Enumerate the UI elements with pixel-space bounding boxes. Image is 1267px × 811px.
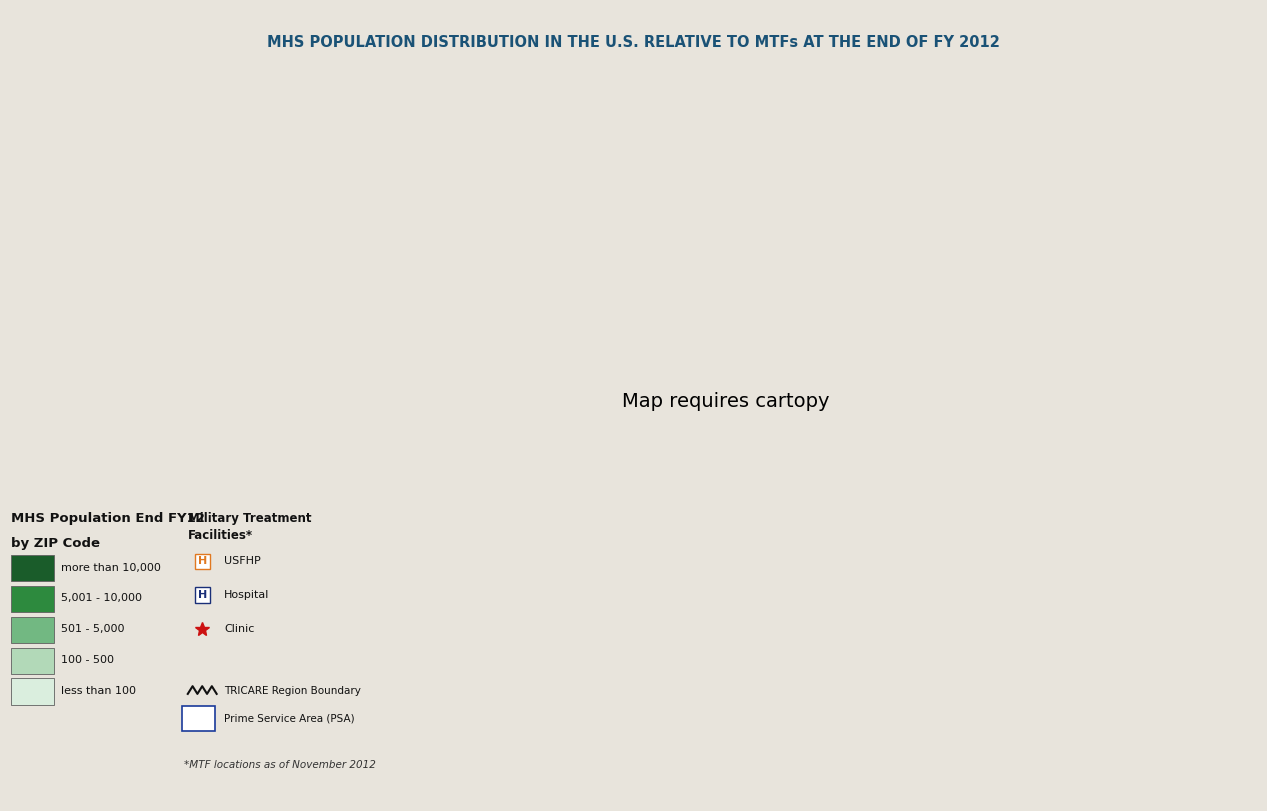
Text: less than 100: less than 100: [61, 686, 137, 696]
Text: Map requires cartopy: Map requires cartopy: [622, 392, 829, 411]
Text: more than 10,000: more than 10,000: [61, 563, 161, 573]
FancyBboxPatch shape: [11, 586, 54, 612]
Text: Clinic: Clinic: [224, 624, 255, 634]
FancyBboxPatch shape: [11, 617, 54, 643]
Text: MHS Population End FY12: MHS Population End FY12: [11, 512, 205, 525]
Text: H: H: [198, 590, 207, 600]
Text: H: H: [198, 556, 207, 566]
Text: 100 - 500: 100 - 500: [61, 655, 114, 665]
Text: by ZIP Code: by ZIP Code: [11, 537, 100, 550]
FancyBboxPatch shape: [11, 556, 54, 581]
FancyBboxPatch shape: [182, 706, 215, 731]
Text: 5,001 - 10,000: 5,001 - 10,000: [61, 594, 142, 603]
Text: Hospital: Hospital: [224, 590, 270, 600]
Text: Military Treatment
Facilities*: Military Treatment Facilities*: [188, 512, 312, 542]
FancyBboxPatch shape: [11, 679, 54, 705]
Text: MHS POPULATION DISTRIBUTION IN THE U.S. RELATIVE TO MTFs AT THE END OF FY 2012: MHS POPULATION DISTRIBUTION IN THE U.S. …: [267, 35, 1000, 49]
Text: 501 - 5,000: 501 - 5,000: [61, 624, 125, 634]
Text: *MTF locations as of November 2012: *MTF locations as of November 2012: [184, 760, 376, 770]
Text: USFHP: USFHP: [224, 556, 261, 566]
FancyBboxPatch shape: [11, 648, 54, 674]
Text: TRICARE Region Boundary: TRICARE Region Boundary: [224, 686, 361, 696]
Text: Prime Service Area (PSA): Prime Service Area (PSA): [224, 714, 355, 723]
